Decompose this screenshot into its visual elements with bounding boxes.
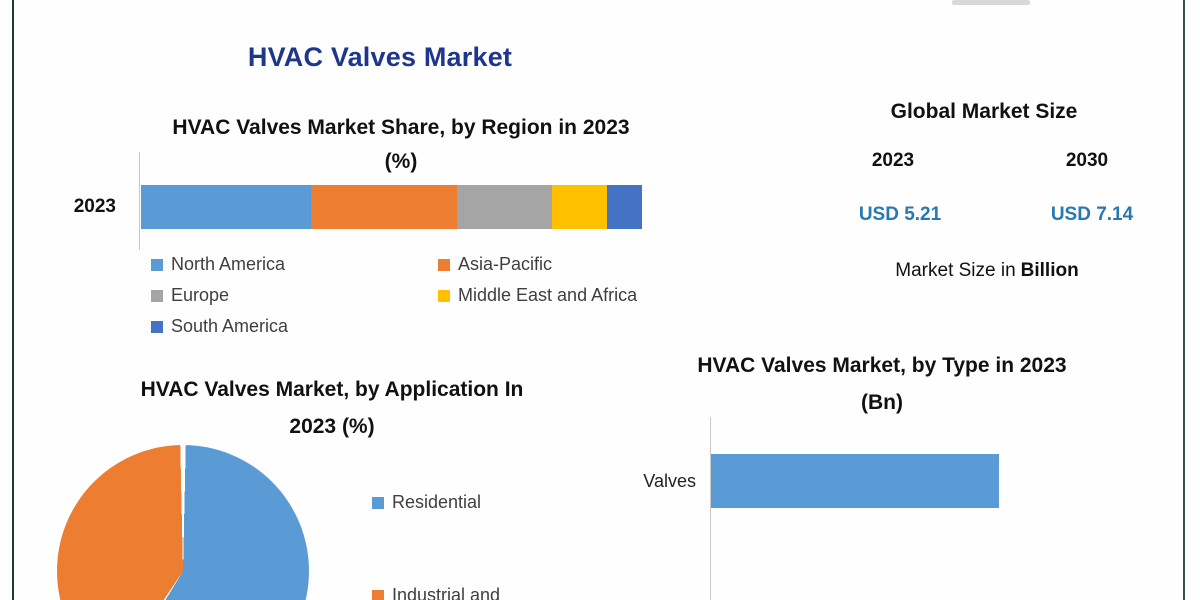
legend-swatch-asia-pacific	[438, 258, 450, 271]
legend-swatch-europe	[151, 289, 163, 302]
type-chart-title-line1: HVAC Valves Market, by Type in 2023	[697, 354, 1067, 377]
legend-item-industrial: Industrial and	[372, 585, 500, 600]
right-frame-line	[1183, 0, 1185, 600]
region-chart-title-line1: HVAC Valves Market Share, by Region in 2…	[172, 116, 630, 139]
region-chart-axis-line	[139, 152, 140, 250]
legend-label-industrial: Industrial and	[392, 585, 501, 600]
legend-swatch-residential	[372, 496, 384, 509]
legend-label-middle-east-africa: Middle East and Africa	[458, 285, 638, 305]
application-chart-title: HVAC Valves Market, by Application In 20…	[82, 371, 582, 445]
region-bar-segment-5	[606, 185, 642, 229]
legend-label-europe: Europe	[171, 285, 230, 305]
region-chart-title-line2: (%)	[384, 150, 418, 173]
region-chart-category-label: 2023	[73, 196, 116, 217]
type-chart-category-label: Valves	[643, 471, 696, 491]
region-bar-segment-1	[141, 185, 312, 229]
region-bar-segment-3	[456, 185, 552, 229]
type-chart-title: HVAC Valves Market, by Type in 2023 (Bn)	[662, 347, 1102, 421]
legend-label-residential: Residential	[392, 492, 482, 512]
legend-item-residential: Residential	[372, 492, 481, 513]
left-frame-line	[12, 0, 14, 600]
application-chart-title-line1: HVAC Valves Market, by Application In	[140, 378, 524, 401]
legend-item-asia-pacific: Asia-Pacific	[438, 254, 552, 275]
legend-item-europe: Europe	[151, 285, 229, 306]
legend-swatch-south-america	[151, 320, 163, 333]
market-size-value-2030: USD 7.14	[1050, 204, 1134, 225]
legend-item-middle-east-africa: Middle East and Africa	[438, 285, 637, 306]
region-chart-title: HVAC Valves Market Share, by Region in 2…	[121, 111, 681, 179]
legend-item-north-america: North America	[151, 254, 285, 275]
cropped-text-artifact	[952, 0, 1030, 5]
global-market-size-heading: Global Market Size	[890, 100, 1078, 123]
legend-item-south-america: South America	[151, 316, 288, 337]
legend-label-south-america: South America	[171, 316, 289, 336]
market-size-year-2030: 2030	[1065, 150, 1109, 171]
region-bar-segment-4	[551, 185, 607, 229]
legend-swatch-industrial	[372, 589, 384, 600]
market-size-footnote-bold: Billion	[1020, 260, 1079, 281]
market-size-year-2023: 2023	[871, 150, 915, 171]
market-size-footnote: Market Size in Billion	[837, 260, 1137, 282]
type-chart-title-line2: (Bn)	[861, 391, 903, 414]
region-stacked-bar	[141, 185, 642, 229]
application-chart-title-line2: 2023 (%)	[289, 415, 375, 438]
page-title: HVAC Valves Market	[247, 42, 513, 72]
market-size-value-2023: USD 5.21	[858, 204, 942, 225]
application-pie-chart	[57, 445, 309, 600]
legend-swatch-north-america	[151, 258, 163, 271]
type-chart-bar	[711, 454, 999, 508]
type-chart-axis-line	[710, 417, 711, 600]
legend-label-asia-pacific: Asia-Pacific	[458, 254, 553, 274]
legend-swatch-middle-east-africa	[438, 289, 450, 302]
region-bar-segment-2	[311, 185, 457, 229]
legend-label-north-america: North America	[171, 254, 286, 274]
market-size-footnote-regular: Market Size in	[895, 260, 1016, 281]
